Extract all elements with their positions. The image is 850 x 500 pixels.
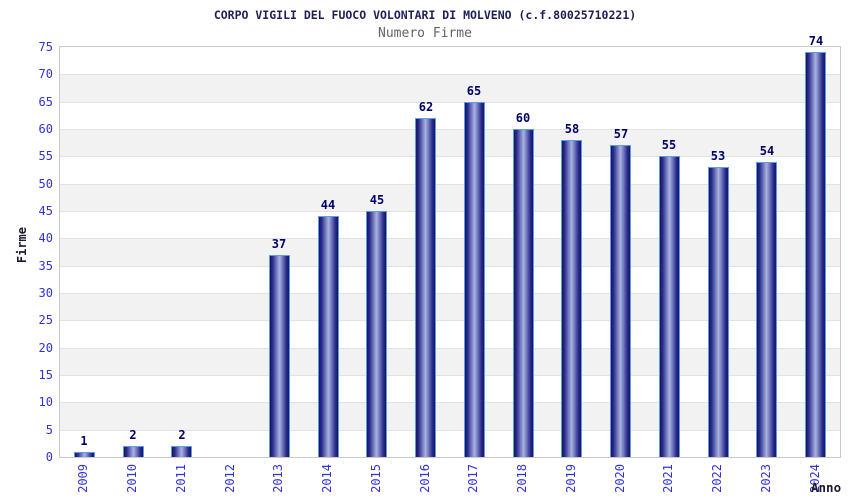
y-tick-label: 40 [38,231,53,246]
y-tick-label: 45 [38,204,53,218]
y-tick-label: 60 [38,122,53,136]
gridline [60,429,840,431]
bar-value-label: 54 [759,144,775,158]
bar-2016 [415,118,436,457]
x-tick-label: 2012 [223,464,237,493]
y-tick-label: 65 [38,94,53,109]
x-tick-label: 2017 [466,464,480,493]
chart-title: CORPO VIGILI DEL FUOCO VOLONTARI DI MOLV… [213,8,637,22]
y-tick-label: 75 [38,40,53,54]
x-tick-label: 2020 [613,464,627,493]
bar-2021 [659,156,680,457]
x-tick-label: 2023 [759,464,773,493]
y-tick-label: 20 [38,340,53,355]
gridline [60,375,840,376]
x-tick-label: 2015 [369,464,383,493]
chart-subtitle: Numero Firme [378,26,472,41]
gridline [60,347,840,349]
gridline [60,402,840,404]
bar-2020 [610,145,631,457]
bar-2009 [74,452,95,457]
plot-band [60,74,840,102]
gridline [60,156,840,158]
bar-value-label: 1 [80,434,88,448]
bar-value-label: 2 [178,428,186,442]
y-tick-label: 50 [38,176,53,191]
x-tick-label: 2009 [76,464,90,493]
bar-value-label: 65 [466,84,482,98]
y-tick-label: 5 [45,422,53,437]
gridline [60,183,840,185]
y-tick-label: 10 [38,395,53,410]
y-tick-label: 55 [38,149,53,164]
x-tick-label: 2021 [661,464,675,493]
bar-value-label: 57 [613,127,629,141]
x-tick-label: 2010 [125,464,139,493]
y-tick-label: 15 [38,368,53,382]
bar-value-label: 62 [418,100,434,114]
bar-2019 [561,140,582,457]
y-tick-label: 35 [38,258,53,273]
bar-2015 [366,211,387,457]
gridline [60,101,840,103]
bar-value-label: 60 [515,111,531,125]
gridline [60,320,840,322]
x-tick-label: 2011 [174,464,188,493]
bar-2023 [756,162,777,457]
gridline [60,238,840,240]
plot-band [60,129,840,157]
gridline [60,265,840,267]
bar-2014 [318,216,339,457]
x-tick-label: 2018 [515,464,529,493]
bar-value-label: 37 [271,237,287,251]
plot-area: 1 2 2 37 44 45 62 65 60 58 57 55 53 54 74 [59,34,841,458]
bar-2011 [171,446,192,457]
bar-value-label: 44 [320,198,336,212]
gridline [60,211,840,212]
gridline [60,293,840,294]
bar-value-label: 74 [808,34,824,48]
bar-2024 [805,52,826,457]
y-tick-label: 30 [38,286,53,300]
bar-value-label: 45 [369,193,385,207]
x-tick-label: 2019 [564,464,578,493]
bar-value-label: 55 [661,138,677,152]
bar-2013 [269,255,290,457]
x-tick-label: 2014 [320,464,334,493]
bar-2022 [708,167,729,457]
bar-2018 [513,129,534,457]
y-tick-label: 25 [38,313,53,328]
gridline [60,129,840,130]
bar-2017 [464,102,485,457]
bar-2010 [123,446,144,457]
x-tick-label: 2016 [418,464,432,493]
y-tick-label: 0 [45,450,53,464]
x-tick-label: 2013 [271,464,285,493]
gridline [60,74,840,76]
bar-value-label: 2 [129,428,137,442]
y-tick-label: 70 [38,67,53,82]
x-axis-label: Anno [811,480,842,495]
bar-value-label: 58 [564,122,580,136]
x-tick-label: 2022 [710,464,724,493]
bar-value-label: 53 [710,149,726,163]
